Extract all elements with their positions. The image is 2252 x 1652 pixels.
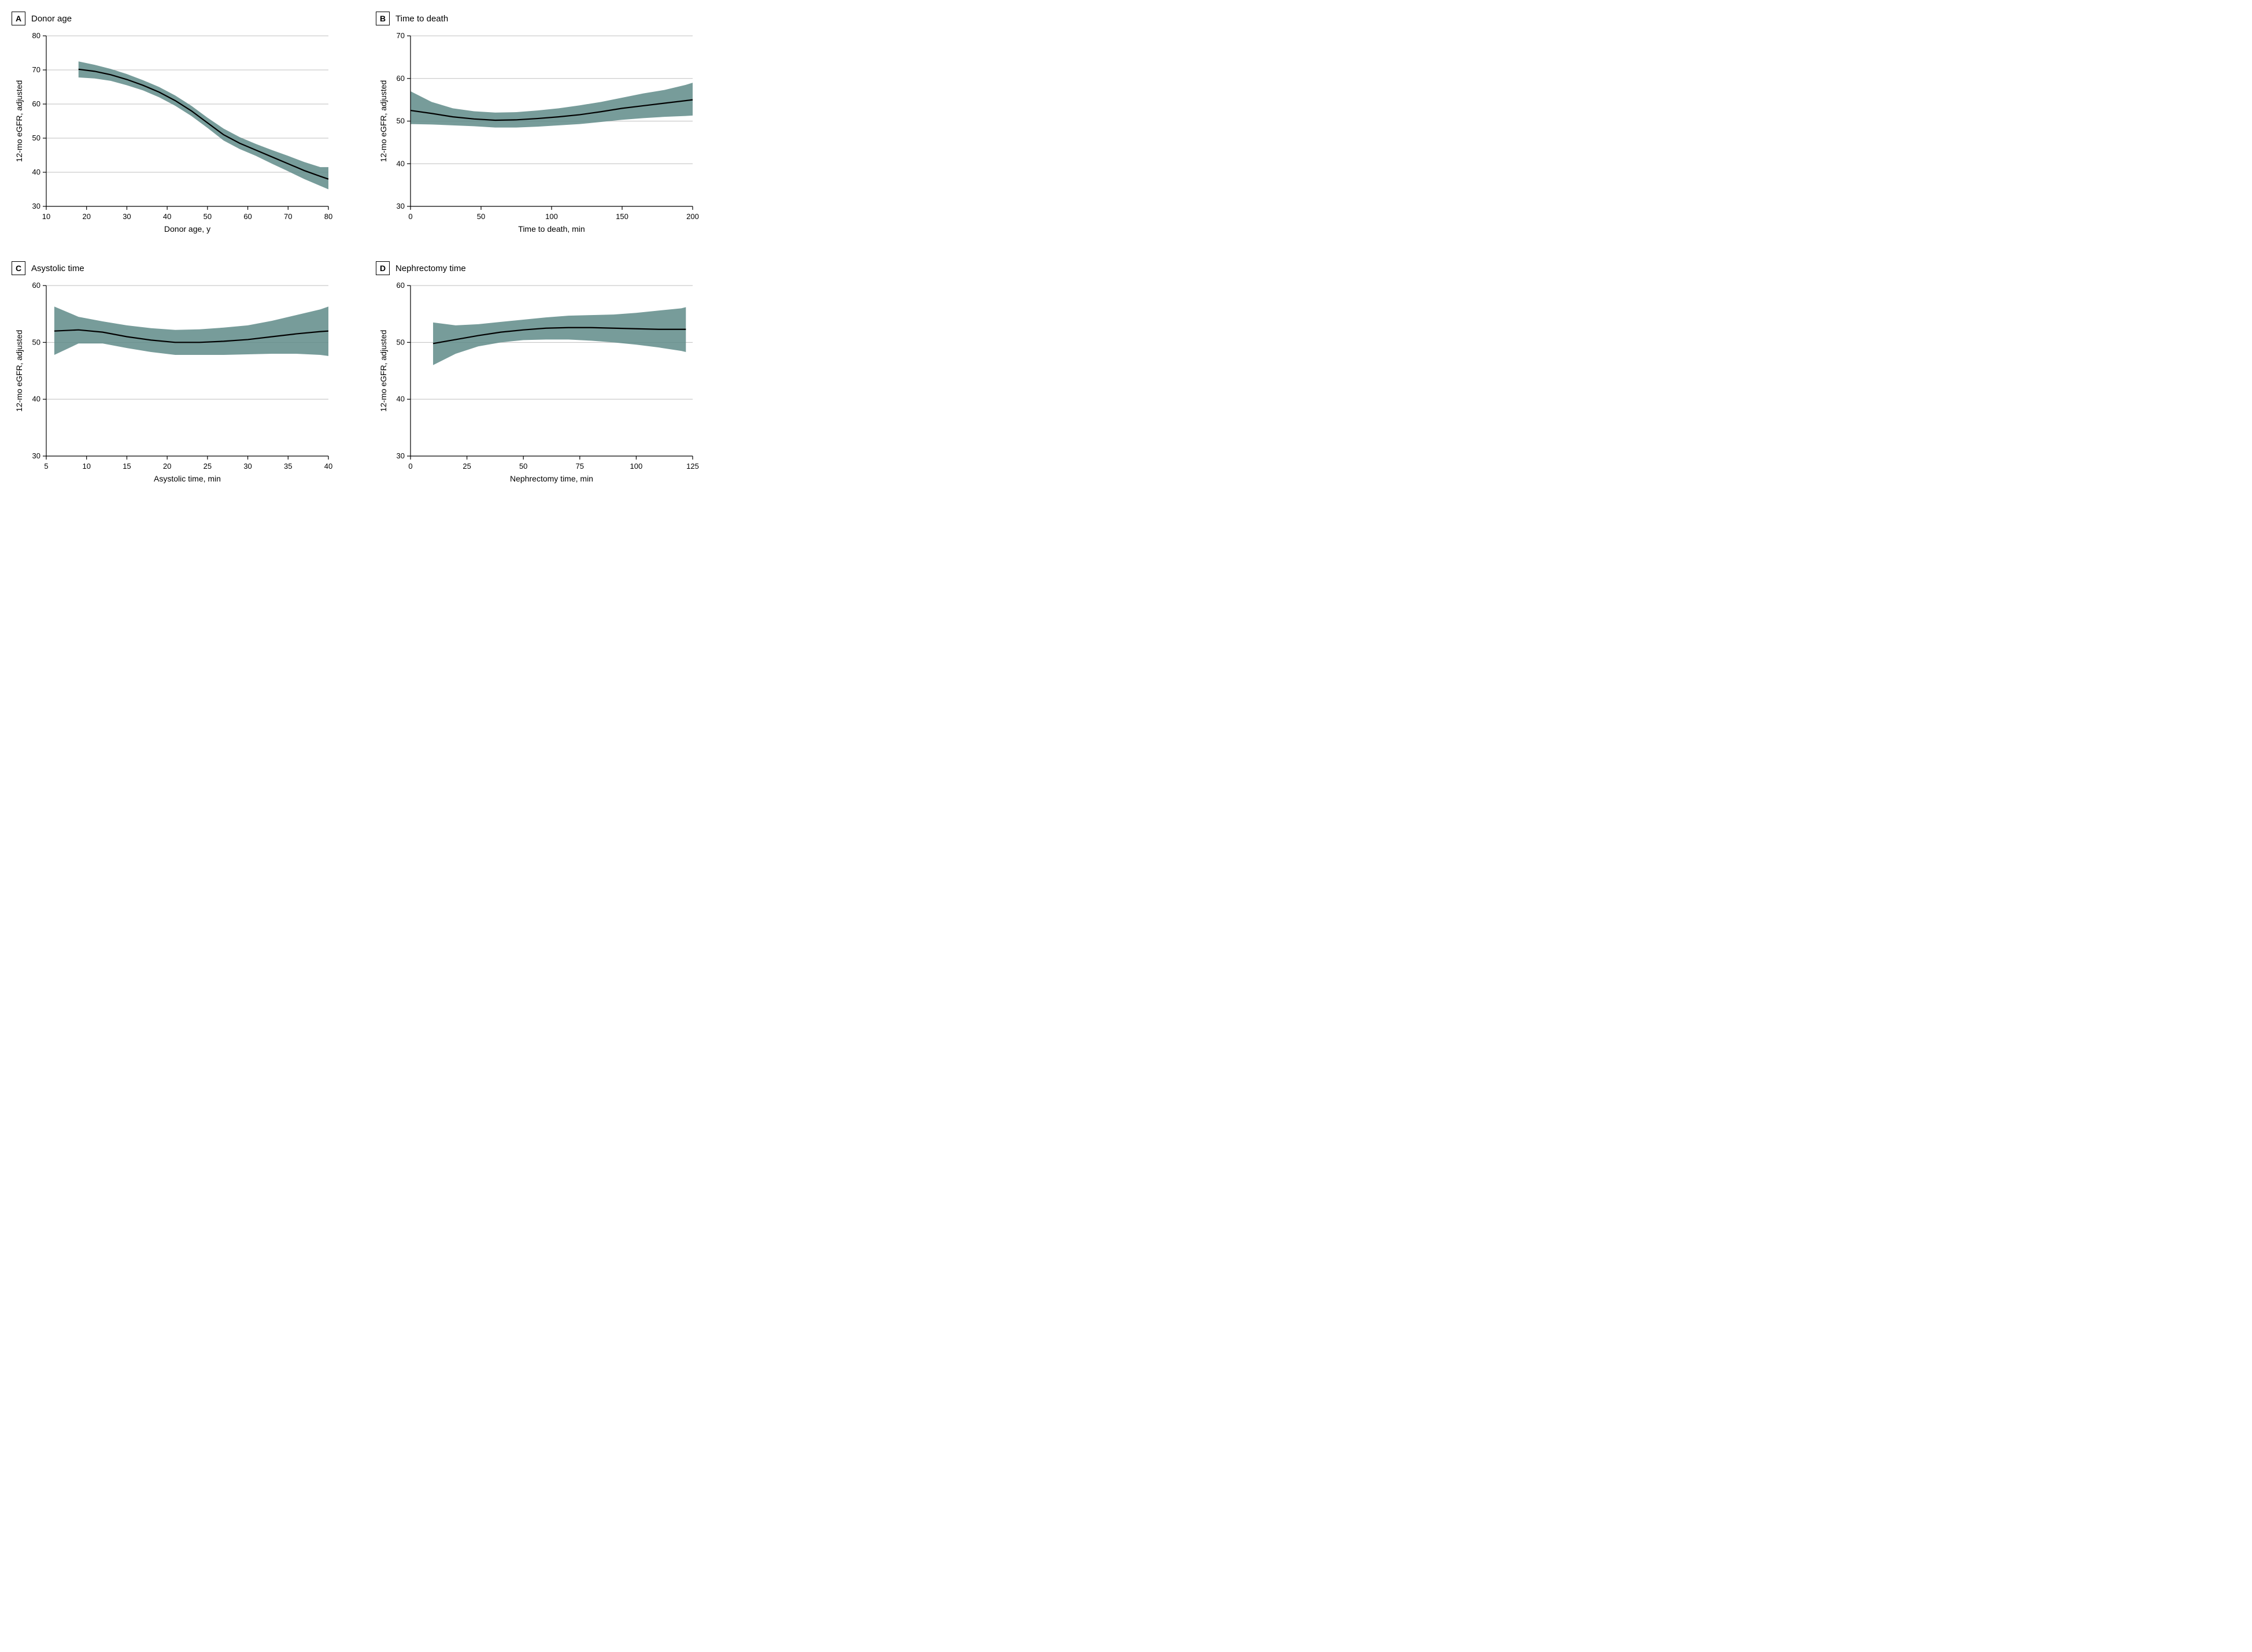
svg-text:30: 30: [123, 212, 131, 221]
chart-donor-age: 30 40 50 60 70 80 10 20 30 40 50 60 70 80 Donor age, y…: [12, 30, 341, 238]
panel-a: A Donor age 30 40 50 60 70 80 10 20 30 40 50 60 70 80…: [12, 12, 341, 238]
panel-title: Nephrectomy time: [395, 264, 466, 273]
svg-text:12-mo eGFR, adjusted: 12-mo eGFR, adjusted: [379, 330, 388, 412]
svg-text:30: 30: [397, 451, 405, 460]
svg-text:50: 50: [32, 338, 40, 346]
svg-text:40: 40: [397, 159, 405, 168]
chart-asystolic-time: 30 40 50 60 5 10 15 20 25 30 35 40 Asystolic time, m…: [12, 280, 341, 488]
panel-letter: B: [376, 12, 390, 25]
chart-grid: A Donor age 3040506070801020304050607080…: [12, 12, 705, 488]
svg-text:12-mo eGFR, adjusted: 12-mo eGFR, adjusted: [14, 330, 24, 412]
panel-b: B Time to death 30 40 50 60 70 0 50 100 150 200 Ti…: [376, 12, 705, 238]
svg-text:50: 50: [397, 117, 405, 125]
svg-text:10: 10: [42, 212, 50, 221]
svg-text:30: 30: [243, 462, 252, 471]
svg-text:80: 80: [32, 31, 40, 40]
svg-text:60: 60: [32, 281, 40, 290]
svg-text:200: 200: [686, 212, 699, 221]
svg-text:100: 100: [630, 462, 643, 471]
svg-text:40: 40: [397, 395, 405, 403]
svg-text:60: 60: [243, 212, 252, 221]
svg-text:40: 40: [32, 168, 40, 176]
svg-text:50: 50: [397, 338, 405, 346]
svg-text:10: 10: [82, 462, 90, 471]
svg-text:50: 50: [32, 134, 40, 142]
panel-title: Time to death: [395, 14, 448, 24]
svg-text:50: 50: [519, 462, 527, 471]
svg-text:150: 150: [616, 212, 628, 221]
panel-title: Donor age: [31, 14, 72, 24]
panel-letter: D: [376, 261, 390, 275]
svg-text:60: 60: [32, 99, 40, 108]
svg-text:Nephrectomy time, min: Nephrectomy time, min: [510, 474, 593, 483]
svg-text:30: 30: [32, 202, 40, 210]
svg-text:Time to death, min: Time to death, min: [518, 224, 585, 234]
svg-text:75: 75: [576, 462, 584, 471]
panel-c: C Asystolic time 30 40 50 60 5 10 15 20 25 30 35 40…: [12, 261, 341, 488]
panel-letter: A: [12, 12, 25, 25]
svg-text:12-mo eGFR, adjusted: 12-mo eGFR, adjusted: [379, 80, 388, 162]
svg-text:20: 20: [163, 462, 171, 471]
svg-text:40: 40: [163, 212, 171, 221]
svg-text:30: 30: [32, 451, 40, 460]
svg-text:25: 25: [204, 462, 212, 471]
svg-text:100: 100: [545, 212, 558, 221]
svg-text:35: 35: [284, 462, 292, 471]
panel-d: D Nephrectomy time 30 40 50 60 0 25 50 75 100 125…: [376, 261, 705, 488]
svg-text:20: 20: [82, 212, 90, 221]
svg-text:15: 15: [123, 462, 131, 471]
svg-text:70: 70: [397, 31, 405, 40]
svg-text:25: 25: [463, 462, 471, 471]
svg-text:12-mo eGFR, adjusted: 12-mo eGFR, adjusted: [14, 80, 24, 162]
svg-text:30: 30: [397, 202, 405, 210]
chart-time-to-death: 30 40 50 60 70 0 50 100 150 200 Time to death, min…: [376, 30, 705, 238]
svg-text:50: 50: [477, 212, 485, 221]
svg-text:Asystolic time, min: Asystolic time, min: [154, 474, 221, 483]
svg-text:80: 80: [324, 212, 332, 221]
svg-text:0: 0: [408, 212, 412, 221]
svg-text:60: 60: [397, 281, 405, 290]
svg-text:5: 5: [44, 462, 48, 471]
svg-text:50: 50: [204, 212, 212, 221]
chart-nephrectomy-time: 30 40 50 60 0 25 50 75 100 125 Nephrectomy time, m…: [376, 280, 705, 488]
svg-text:60: 60: [397, 74, 405, 83]
svg-text:Donor age, y: Donor age, y: [164, 224, 210, 234]
svg-text:70: 70: [32, 65, 40, 74]
panel-letter: C: [12, 261, 25, 275]
svg-text:40: 40: [32, 395, 40, 403]
svg-text:125: 125: [686, 462, 699, 471]
svg-text:40: 40: [324, 462, 332, 471]
svg-text:70: 70: [284, 212, 292, 221]
svg-text:0: 0: [408, 462, 412, 471]
panel-title: Asystolic time: [31, 264, 84, 273]
